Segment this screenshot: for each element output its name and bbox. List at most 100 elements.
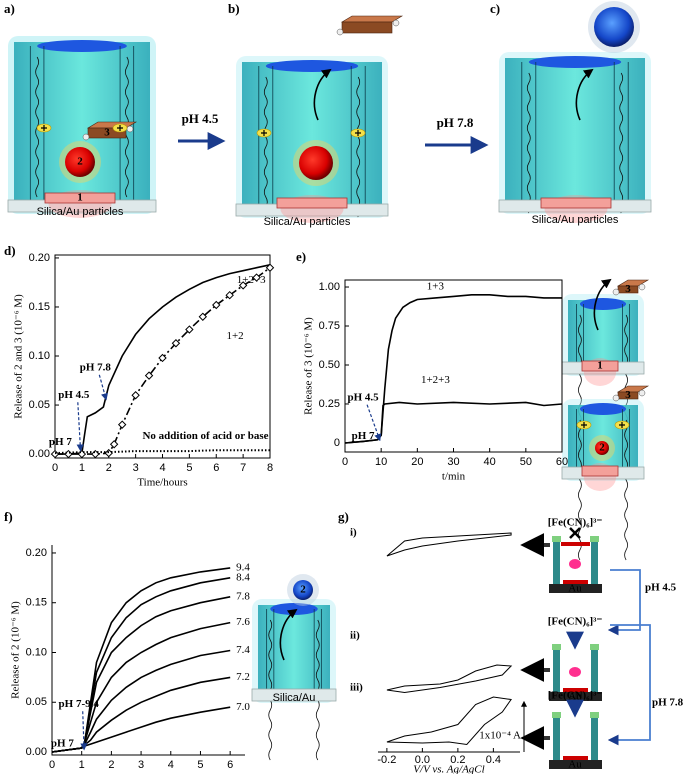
cargo-base [563,580,588,584]
cargo-bar [44,192,116,204]
ball-label: 2 [599,442,605,454]
step-label: pH 4.5 [645,582,677,594]
pillar [553,648,560,692]
diamond-marker [212,300,221,310]
mesopore [561,294,645,456]
mesopore [251,599,337,761]
x-tick-label: 2 [106,462,112,474]
panel-label: a) [4,1,15,16]
step-bracket [607,624,651,746]
series-line [51,596,231,753]
x-tick-label: 40 [484,456,496,468]
step-label: pH 7.8 [652,697,684,709]
diamond-marker [158,353,167,363]
pillar [553,716,560,760]
gold-label: Au [568,691,582,703]
gate-end [336,28,344,36]
y-tick-label: 0.20 [29,252,50,264]
series-label: 1+3 [427,281,445,293]
step-label: pH 7.8 [437,115,474,130]
pillar-top [590,536,599,542]
x-tick-label: -0.2 [377,754,396,766]
x-tick-label: 4 [159,462,165,474]
pillar-top [590,712,599,718]
x-tick-label: 0 [52,462,58,474]
series-line [55,264,271,455]
cv-loop [386,664,513,694]
support-label: Silica/Au particles [37,206,124,218]
gate-side [340,15,404,23]
diamond-marker [109,440,119,449]
x-tick-label: 0 [49,759,55,771]
ball [299,146,333,180]
cargo-bar [581,465,619,477]
pillar [591,648,598,692]
series-line [51,676,231,753]
probe-label: [Fe(CN)₆]³⁻ [548,690,603,702]
ball-label: 2 [77,156,83,168]
gate-end [638,389,646,397]
annotation-arrow [366,404,382,442]
mesopore [7,36,157,214]
pore-top [265,60,359,72]
ball [595,441,609,455]
mesopore [561,399,645,561]
series-label: 7.8 [236,590,250,602]
gold [549,584,602,593]
gold [549,760,602,769]
linker [619,72,624,214]
pore-top [528,56,622,68]
linker [526,72,531,214]
series-label: No addition of acid or base [142,430,268,442]
x-tick-label: 3 [138,759,144,771]
x-tick-label: 50 [520,456,532,468]
x-tick-label: 0.4 [486,754,501,766]
bar-label: 1 [77,192,83,204]
gold [549,692,602,701]
x-tick-label: 6 [213,462,219,474]
ball [594,7,634,47]
y-tick-label: 0.20 [26,547,47,559]
y-tick-label: 0.10 [26,646,47,658]
y-tick-label: 0.25 [319,398,340,410]
annotation: pH 4.5 [347,391,379,403]
ball [293,580,313,600]
gate-end [612,288,620,296]
cargo-base [563,756,588,760]
support-label: Silica/Au particles [532,214,619,226]
panel-label: c) [490,1,500,16]
x-tick-label: 6 [227,759,233,771]
pillar-top [552,644,561,650]
gold-label: Au [568,759,582,771]
diamond-marker [64,449,73,459]
series-line [344,294,562,444]
y-axis-label: Release of 2 (10⁻⁶ M) [10,601,22,699]
gate-end [392,19,400,27]
gate [341,21,393,34]
release-arrow [593,278,612,331]
y-axis-label: Release of 3 (10⁻⁶ M) [303,317,315,415]
cv-label: i) [350,527,357,539]
support-label: Silica/Au [273,692,316,704]
blocked [569,527,581,539]
series-label: 1+2+3 [421,374,450,386]
series-label: 9.4 [236,561,250,573]
diamond-marker [225,291,234,300]
pillar-top [590,644,599,650]
cargo [569,667,581,677]
panel-label: f) [4,509,13,524]
plus [261,130,267,136]
y-tick-label: 1.00 [319,281,340,293]
gate [87,127,127,139]
series-line [51,621,231,753]
y-tick-label: 0.75 [319,320,340,332]
series-line [51,567,231,753]
annotation: pH 7 [49,436,72,448]
y-tick-label: 0.05 [29,399,50,411]
pillar-top [552,536,561,542]
pillar [553,540,560,584]
step-bracket [607,569,641,636]
diamond-marker [117,420,127,429]
probe-label: [Fe(CN)₆]³⁻ [548,616,603,628]
plot-frame [344,279,563,453]
